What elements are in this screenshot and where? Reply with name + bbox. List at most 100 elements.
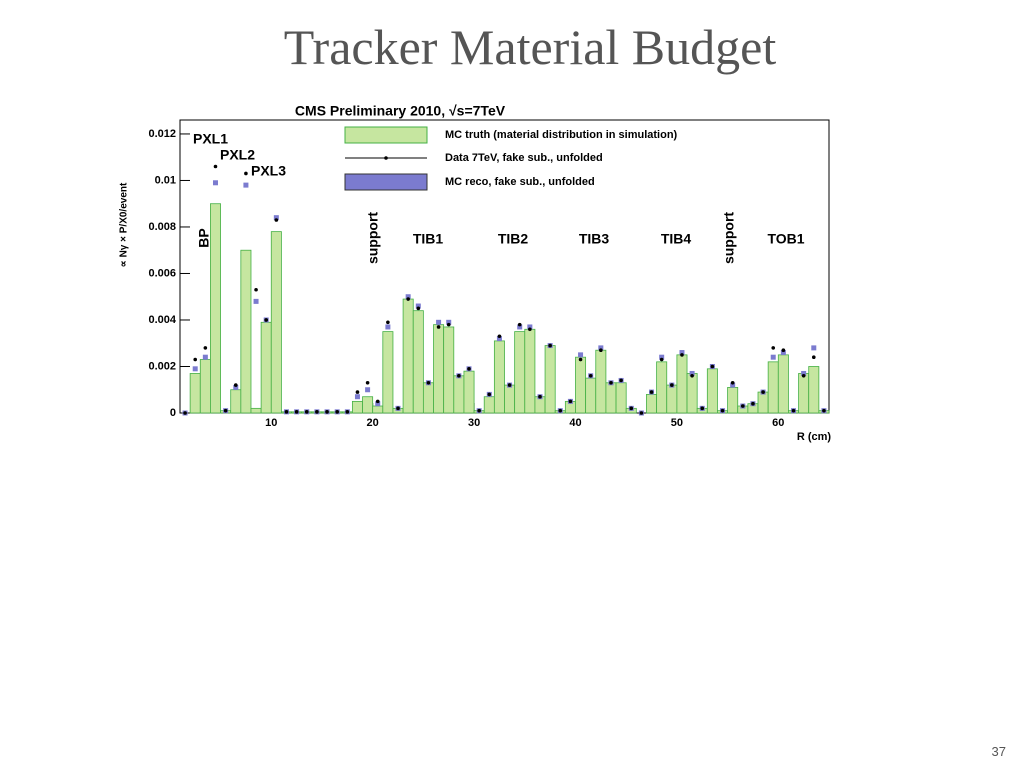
data-point — [538, 394, 542, 399]
annotation: PXL3 — [251, 163, 286, 179]
histogram-bar — [230, 389, 242, 414]
data-point — [274, 218, 279, 222]
histogram-bar — [412, 310, 424, 414]
data-point — [720, 408, 725, 413]
mc-reco-point — [354, 394, 360, 400]
data-point — [771, 346, 776, 350]
data-point — [609, 380, 613, 385]
data-point — [639, 411, 644, 415]
data-point — [396, 406, 400, 411]
mc-reco-point — [212, 180, 218, 186]
annotation: TIB3 — [579, 231, 610, 247]
mc-reco-point — [253, 298, 259, 304]
data-point — [619, 378, 623, 383]
histogram-bar — [493, 340, 505, 414]
data-point — [183, 411, 187, 415]
x-tick-label: 50 — [671, 417, 683, 429]
data-point — [710, 364, 715, 369]
mc-reco-point — [192, 366, 198, 372]
data-point — [568, 399, 573, 404]
data-point — [244, 171, 248, 176]
histogram-bar — [504, 384, 516, 414]
histogram-bar — [706, 368, 718, 414]
y-tick-label: 0.008 — [148, 221, 176, 233]
mc-reco-point — [527, 324, 533, 330]
x-tick-label: 60 — [772, 417, 784, 429]
histogram-bar — [595, 349, 607, 414]
data-point — [487, 392, 492, 397]
histogram-bar — [575, 356, 587, 414]
mc-reco-point — [436, 319, 442, 325]
mc-reco-point — [243, 182, 249, 188]
histogram-bar — [372, 405, 384, 414]
histogram-bar — [210, 203, 221, 414]
x-tick-label: 10 — [265, 417, 277, 429]
histogram-bar — [433, 324, 445, 414]
data-point — [822, 408, 826, 413]
annotation: TIB2 — [498, 231, 529, 247]
mc-reco-point — [496, 336, 502, 342]
data-point — [791, 408, 796, 413]
data-point — [467, 367, 471, 371]
mc-reco-point — [233, 384, 239, 390]
data-point — [365, 380, 370, 385]
mc-reco-point — [780, 350, 786, 356]
annotation: PXL2 — [220, 147, 255, 163]
data-point — [355, 390, 360, 394]
slide-title: Tracker Material Budget — [283, 19, 777, 75]
legend-label: Data 7TeV, fake sub., unfolded — [445, 152, 603, 164]
mc-reco-point — [405, 294, 411, 300]
histogram-bar — [199, 359, 211, 414]
data-point — [629, 406, 634, 411]
histogram-bar — [676, 354, 688, 414]
mc-reco-point — [517, 324, 523, 330]
mc-reco-point — [273, 215, 279, 221]
histogram-bar — [544, 345, 556, 414]
histogram-bar — [757, 391, 769, 414]
legend-label: MC reco, fake sub., unfolded — [445, 176, 595, 188]
mc-reco-point — [598, 345, 604, 351]
annotation: PXL1 — [193, 131, 228, 147]
y-tick-label: 0.01 — [155, 174, 176, 186]
data-point — [254, 287, 258, 292]
data-point — [315, 410, 319, 414]
histogram-bar — [727, 387, 739, 414]
histogram-bar — [585, 377, 597, 414]
histogram-bar — [514, 331, 526, 414]
mc-reco-point — [446, 319, 452, 325]
x-tick-label: 40 — [569, 417, 581, 429]
data-point — [730, 380, 735, 385]
data-point — [386, 320, 390, 325]
data-point — [304, 410, 309, 414]
histogram-bar — [656, 361, 668, 414]
data-point — [406, 297, 410, 301]
data-point — [761, 390, 765, 394]
data-point — [690, 373, 694, 378]
y-axis-label: ∝ Nγ × P/X0/event — [119, 182, 130, 267]
mc-reco-point — [415, 303, 421, 309]
mc-reco-point — [385, 324, 391, 330]
data-point — [781, 348, 786, 353]
legend-swatch — [344, 126, 428, 144]
data-point — [588, 373, 593, 378]
histogram-bar — [767, 361, 779, 414]
histogram-bar — [798, 373, 810, 414]
histogram-bar — [463, 370, 475, 414]
histogram-bar — [453, 375, 465, 414]
x-tick-label: 30 — [468, 417, 480, 429]
data-point — [680, 353, 684, 357]
data-point — [284, 410, 289, 414]
data-point — [193, 357, 198, 362]
histogram-bar — [422, 382, 434, 414]
mc-reco-point — [730, 382, 736, 388]
histogram-bar — [351, 400, 363, 414]
data-point — [558, 408, 563, 413]
y-tick-label: 0.004 — [148, 314, 176, 326]
histogram-bar — [443, 326, 455, 414]
data-point — [670, 383, 674, 387]
mc-reco-point — [811, 345, 817, 351]
legend-label: MC truth (material distribution in simul… — [445, 129, 678, 141]
histogram-bar — [270, 231, 282, 414]
data-point — [649, 390, 654, 394]
